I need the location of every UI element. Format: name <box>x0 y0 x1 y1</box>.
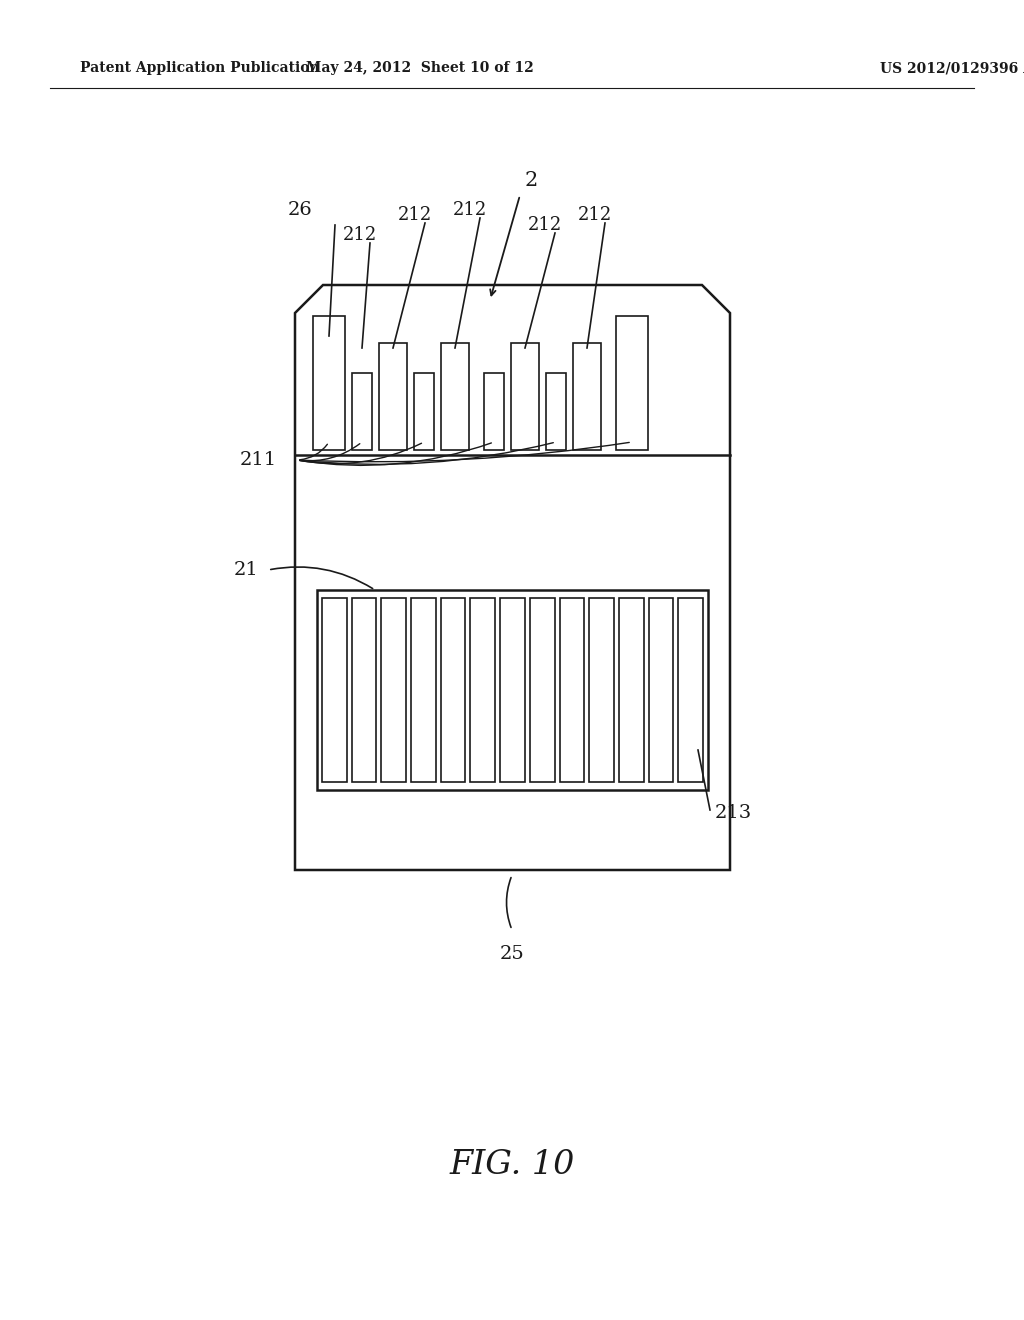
Bar <box>573 343 601 450</box>
Text: 212: 212 <box>578 206 612 224</box>
Bar <box>440 598 466 781</box>
Bar <box>616 315 648 450</box>
Text: 26: 26 <box>288 201 312 219</box>
Bar <box>379 343 407 450</box>
Bar <box>470 598 496 781</box>
Bar <box>511 343 539 450</box>
Text: FIG. 10: FIG. 10 <box>450 1148 574 1181</box>
Bar <box>351 598 377 781</box>
Text: 212: 212 <box>343 226 377 244</box>
Bar <box>678 598 703 781</box>
Text: 212: 212 <box>453 201 487 219</box>
Bar <box>381 598 407 781</box>
Text: 21: 21 <box>233 561 258 579</box>
Bar <box>414 374 434 450</box>
Text: May 24, 2012  Sheet 10 of 12: May 24, 2012 Sheet 10 of 12 <box>306 61 534 75</box>
Text: 212: 212 <box>528 216 562 234</box>
Text: US 2012/0129396 A1: US 2012/0129396 A1 <box>880 61 1024 75</box>
Bar <box>648 598 674 781</box>
Bar <box>500 598 525 781</box>
Bar <box>441 343 469 450</box>
Bar <box>529 598 555 781</box>
Text: 213: 213 <box>715 804 753 822</box>
Bar <box>352 374 372 450</box>
Bar <box>559 598 585 781</box>
Text: 2: 2 <box>525 170 539 190</box>
Text: 211: 211 <box>240 451 278 469</box>
Bar <box>313 315 345 450</box>
Bar <box>322 598 347 781</box>
Bar <box>589 598 614 781</box>
Bar <box>317 590 708 789</box>
Text: Patent Application Publication: Patent Application Publication <box>80 61 319 75</box>
Bar <box>546 374 566 450</box>
Bar <box>411 598 436 781</box>
Text: 25: 25 <box>500 945 524 964</box>
Text: 212: 212 <box>398 206 432 224</box>
Bar <box>618 598 644 781</box>
Bar <box>484 374 504 450</box>
